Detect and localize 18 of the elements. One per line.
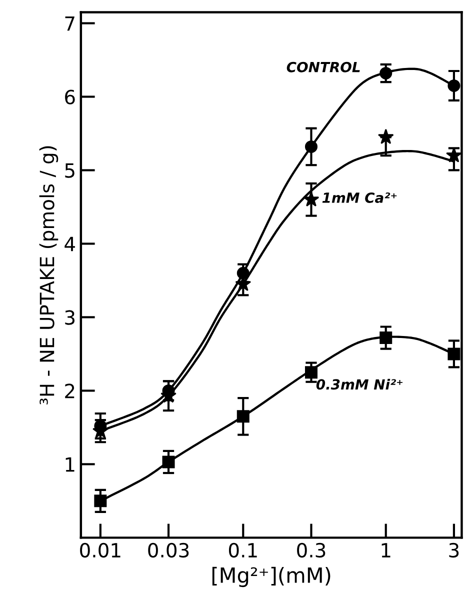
x-tick-label: 3 [449,542,459,558]
y-tick-label: 4 [64,236,75,252]
y-tick-label: 5 [65,163,74,178]
x-tick-label: 0.3 [297,542,326,558]
y-tick-label: 3 [65,310,74,325]
x-tick-label: 0.1 [228,542,257,558]
series-label: CONTROL [286,62,360,72]
y-tick-label: 1 [66,457,74,472]
y-tick-label: 6 [65,90,75,104]
x-tick-label: 0.01 [80,542,120,558]
x-tick-label: 0.03 [148,542,189,558]
series-label: 0.3mM Ni²⁺ [316,378,403,390]
x-axis-title: [Mg²⁺](mM) [212,566,330,588]
y-axis-title: ³H - NE UPTAKE (pmols / g) [39,146,58,404]
y-tick-label: 2 [65,384,74,398]
y-tick-label: 7 [65,16,74,31]
x-tick-label: 1 [382,543,390,558]
series-label: 1mM Ca²⁺ [322,192,397,203]
